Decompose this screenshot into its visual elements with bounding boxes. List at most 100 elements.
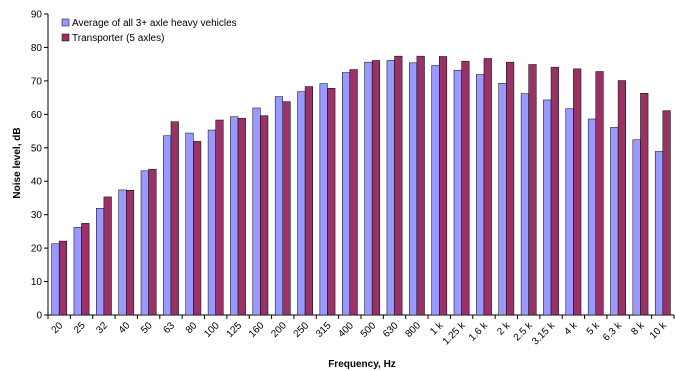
bar-transporter-125 — [237, 118, 246, 316]
bar-transporter-32 — [103, 196, 112, 316]
bar-average-3_15k — [543, 99, 552, 316]
y-tick-label: 10 — [31, 277, 43, 288]
bar-average-1k — [431, 65, 440, 316]
x-tick-label: 10 k — [648, 320, 670, 342]
bar-transporter-10k — [662, 110, 671, 316]
x-tick-label: 40 — [117, 320, 133, 336]
x-tick-label: 25 — [72, 320, 88, 336]
bar-average-25 — [73, 227, 82, 316]
bar-transporter-50 — [148, 168, 157, 316]
bar-transporter-160 — [260, 115, 269, 316]
bar-average-2_5k — [520, 93, 529, 316]
bar-average-1_25k — [453, 69, 462, 316]
bar-average-800 — [409, 62, 418, 316]
bar-transporter-200 — [282, 101, 291, 316]
bar-transporter-100 — [215, 119, 224, 316]
bar-transporter-4k — [573, 68, 582, 316]
bar-average-100 — [207, 129, 216, 316]
bar-average-250 — [297, 91, 306, 316]
x-tick-label: 63 — [161, 320, 177, 336]
y-tick-label: 0 — [36, 311, 42, 322]
bar-transporter-315 — [327, 87, 336, 316]
bar-transporter-1k — [439, 56, 448, 316]
x-tick-label: 32 — [94, 320, 110, 336]
bar-transporter-5k — [595, 71, 604, 316]
bar-transporter-40 — [126, 190, 135, 316]
y-tick-label: 20 — [31, 244, 43, 255]
bar-transporter-2_5k — [528, 64, 537, 316]
x-tick-label: 4 k — [562, 320, 580, 338]
y-axis: 0 10 20 30 40 50 60 70 80 90 — [31, 10, 48, 322]
bar-average-160 — [252, 107, 261, 316]
x-tick-label: 800 — [403, 320, 423, 340]
x-tick-label: 125 — [225, 320, 245, 340]
y-tick-label: 90 — [31, 10, 43, 21]
bar-transporter-20 — [58, 240, 68, 316]
bar-average-500 — [364, 61, 373, 316]
bar-transporter-3_15k — [550, 66, 559, 316]
x-tick-label: 20 — [50, 320, 66, 336]
x-axis-title: Frequency, Hz — [328, 359, 396, 370]
bar-transporter-25 — [81, 223, 90, 316]
bar-average-20 — [51, 243, 60, 316]
x-tick-label: 5 k — [585, 320, 603, 338]
bar-average-400 — [341, 72, 351, 316]
y-tick-label: 30 — [31, 210, 43, 221]
bar-average-6_3k — [610, 127, 619, 316]
bar-average-80 — [185, 132, 194, 316]
bar-average-4k — [565, 108, 574, 316]
x-tick-label: 400 — [336, 320, 356, 340]
x-tick-label: 1.6 k — [467, 320, 491, 344]
x-tick-label: 630 — [381, 320, 401, 340]
legend-swatch-average — [61, 18, 70, 27]
x-tick-label: 1.25 k — [441, 320, 469, 348]
bar-average-125 — [230, 116, 239, 316]
x-tick-label: 50 — [139, 320, 155, 336]
bar-average-40 — [118, 189, 127, 316]
x-tick-label: 160 — [247, 320, 267, 340]
bar-average-315 — [319, 83, 328, 316]
x-tick-label: 80 — [184, 320, 200, 336]
bar-average-50 — [140, 170, 149, 316]
y-axis-title: Noise level, dB — [12, 127, 23, 198]
bar-average-32 — [96, 208, 105, 316]
x-tick-label: 250 — [292, 320, 312, 340]
x-tick-label: 8 k — [629, 320, 647, 338]
bar-transporter-500 — [371, 60, 381, 316]
y-tick-label: 60 — [31, 110, 43, 121]
bar-transporter-630 — [394, 55, 403, 316]
x-tick-label: 100 — [202, 320, 222, 340]
bar-transporter-80 — [193, 141, 202, 316]
bar-average-5k — [587, 118, 596, 316]
bar-transporter-1_25k — [461, 60, 470, 316]
legend: Average of all 3+ axle heavy vehicles Tr… — [61, 18, 237, 44]
bar-transporter-63 — [170, 121, 179, 316]
bar-average-63 — [163, 135, 172, 316]
x-tick-label: 6.3 k — [601, 320, 625, 344]
bar-transporter-8k — [640, 93, 649, 316]
x-tick-label: 3.15 k — [530, 320, 558, 348]
y-tick-label: 40 — [31, 177, 43, 188]
bars — [51, 55, 671, 316]
bar-average-10k — [654, 151, 664, 316]
bar-transporter-1_6k — [483, 58, 492, 316]
x-tick-label: 2 k — [495, 320, 513, 338]
legend-swatch-transporter — [61, 33, 70, 42]
x-axis: 20 25 32 40 50 63 80 100 125 160 200 250 315 400 500 63… — [47, 315, 675, 348]
x-tick-label: 315 — [314, 320, 334, 340]
bar-transporter-400 — [349, 69, 358, 316]
legend-label-transporter: Transporter (5 axles) — [72, 33, 164, 44]
bar-transporter-6_3k — [617, 80, 626, 316]
y-tick-label: 70 — [31, 76, 43, 87]
x-tick-label: 1 k — [428, 320, 446, 338]
bar-average-1_6k — [476, 74, 485, 316]
bar-average-8k — [632, 139, 641, 316]
bar-average-200 — [274, 96, 283, 316]
bar-average-630 — [386, 60, 395, 316]
y-tick-label: 80 — [31, 43, 43, 54]
x-tick-label: 200 — [269, 320, 289, 340]
legend-label-average: Average of all 3+ axle heavy vehicles — [72, 18, 237, 29]
bar-transporter-2k — [506, 61, 515, 316]
y-tick-label: 50 — [31, 143, 43, 154]
